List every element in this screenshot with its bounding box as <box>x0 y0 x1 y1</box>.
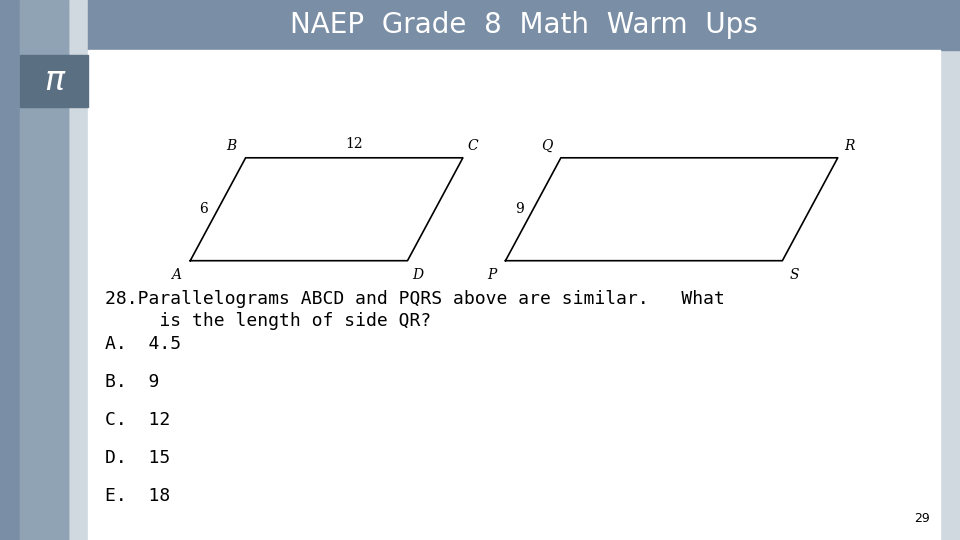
Bar <box>20 55 88 107</box>
Text: D.  15: D. 15 <box>105 449 170 467</box>
Text: NAEP  Grade  8  Math  Warm  Ups: NAEP Grade 8 Math Warm Ups <box>290 11 757 39</box>
Text: R: R <box>845 139 855 153</box>
Bar <box>88 0 960 50</box>
Text: P: P <box>487 268 496 282</box>
Bar <box>20 0 68 540</box>
Text: C: C <box>468 139 478 153</box>
Text: 12: 12 <box>346 137 363 151</box>
Text: Q: Q <box>541 139 553 153</box>
Text: π: π <box>44 64 64 98</box>
Text: A.  4.5: A. 4.5 <box>105 335 181 353</box>
Text: is the length of side QR?: is the length of side QR? <box>105 312 431 330</box>
Text: 28.Parallelograms ABCD and PQRS above are similar.   What: 28.Parallelograms ABCD and PQRS above ar… <box>105 290 725 308</box>
Text: 29: 29 <box>914 512 930 525</box>
Bar <box>0 0 68 540</box>
Text: B.  9: B. 9 <box>105 373 159 391</box>
Text: C.  12: C. 12 <box>105 411 170 429</box>
Text: 6: 6 <box>200 202 208 216</box>
Text: B: B <box>227 139 237 153</box>
Text: E.  18: E. 18 <box>105 487 170 505</box>
Text: S: S <box>790 268 799 282</box>
Text: D: D <box>412 268 423 282</box>
Text: A: A <box>171 268 181 282</box>
Text: 9: 9 <box>515 202 523 216</box>
Bar <box>88 50 940 540</box>
